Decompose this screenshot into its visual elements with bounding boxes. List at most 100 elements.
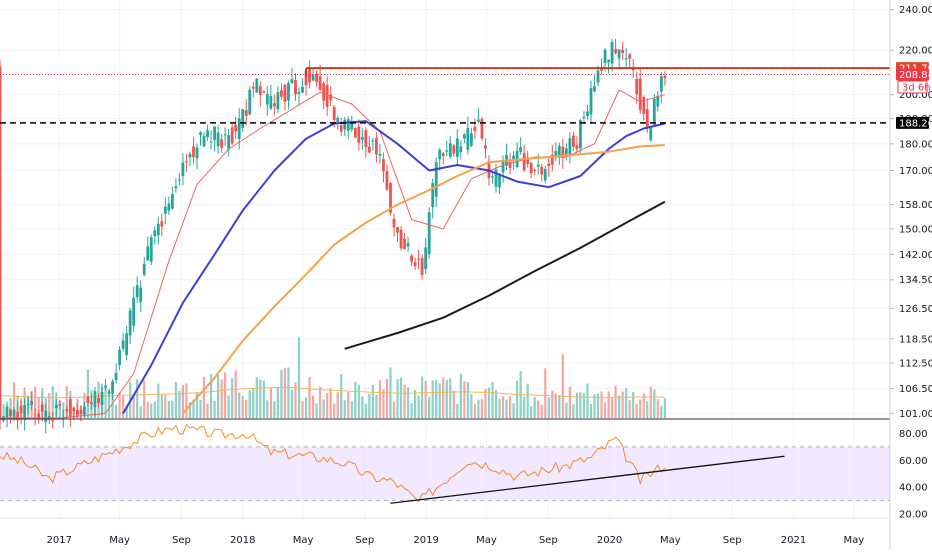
volume-bar	[192, 399, 195, 418]
volume-bar	[435, 380, 438, 418]
time-tick-label: 2017	[47, 535, 72, 546]
volume-bar	[329, 388, 332, 418]
candle-body	[441, 153, 445, 157]
rsi-tick-label: 20.00	[899, 509, 928, 520]
price-tick-label: 170.00	[899, 166, 932, 177]
volume-bar	[551, 390, 554, 418]
candle-body	[350, 120, 354, 130]
volume-bar	[505, 399, 508, 418]
candle-body	[526, 157, 530, 165]
candle-body	[536, 164, 540, 167]
rsi-trendline	[390, 455, 785, 504]
volume-bar	[568, 386, 571, 418]
candle-body	[498, 175, 501, 188]
volume-bar	[508, 396, 512, 418]
candle-body	[610, 42, 614, 64]
volume-bar	[195, 393, 199, 418]
volume-bar	[417, 395, 420, 418]
candle-body	[375, 138, 378, 155]
candle-body	[139, 287, 143, 303]
candle-body	[54, 404, 58, 409]
price-label-text: 208.84	[899, 70, 932, 81]
candle-body	[26, 404, 30, 406]
time-tick-label: Sep	[539, 535, 558, 546]
candle-body	[638, 78, 642, 110]
candle-body	[83, 406, 86, 416]
volume-bar	[136, 379, 139, 418]
candle-body	[396, 227, 399, 233]
candle-body	[459, 146, 463, 152]
volume-average-line	[0, 386, 665, 399]
volume-bar	[209, 374, 213, 418]
volume-bar	[526, 383, 529, 418]
volume-bar	[276, 388, 280, 418]
volume-bar	[621, 391, 624, 418]
candle-body	[280, 90, 283, 97]
candle-body	[452, 145, 456, 154]
time-tick-label: May	[843, 535, 864, 546]
candle-body	[79, 409, 83, 414]
candle-body	[434, 162, 438, 197]
volume-bar	[107, 389, 111, 418]
volume-bar	[241, 395, 244, 418]
rsi-band	[0, 446, 890, 501]
volume-bar	[452, 390, 455, 418]
volume-bar	[273, 401, 276, 418]
volume-bar	[104, 384, 107, 418]
volume-bar	[304, 397, 308, 418]
volume-bar	[283, 368, 287, 418]
candle-body	[114, 372, 118, 381]
volume-bar	[523, 396, 526, 418]
volume-bar	[2, 404, 5, 418]
volume-bar	[628, 400, 631, 418]
volume-bar	[456, 403, 459, 418]
candle-body	[213, 126, 216, 141]
price-tick-label: 158.00	[899, 200, 932, 211]
candle-body	[237, 118, 241, 139]
volume-bar	[319, 386, 322, 418]
volume-bar	[224, 372, 227, 418]
volume-bar	[431, 380, 434, 418]
volume-bar	[484, 388, 487, 418]
candle-body	[561, 146, 565, 159]
volume-bar	[375, 394, 378, 418]
candle-body	[501, 160, 505, 173]
candle-body	[589, 88, 593, 115]
candle-body	[0, 66, 2, 420]
volume-bar	[217, 374, 220, 418]
candle-body	[543, 168, 547, 181]
candle-body	[579, 120, 582, 149]
candle-body	[417, 258, 421, 260]
volume-bar	[596, 393, 600, 418]
price-tick-label: 180.00	[899, 139, 932, 150]
candle-body	[206, 130, 209, 138]
volume-bar	[171, 400, 174, 418]
candle-body	[90, 402, 93, 405]
countdown-label-box	[897, 80, 928, 94]
candle-body	[424, 247, 428, 270]
time-tick-label: May	[109, 535, 130, 546]
volume-bar	[343, 400, 346, 418]
candle-body	[325, 85, 329, 107]
candle-body	[160, 221, 164, 227]
volume-bar	[589, 404, 593, 418]
candle-body	[392, 218, 396, 228]
candle-body	[156, 223, 160, 236]
volume-bar	[593, 394, 596, 418]
candle-body	[586, 111, 589, 116]
price-tick-label: 240.00	[899, 5, 932, 16]
rsi-line	[0, 423, 666, 503]
candle-body	[473, 126, 477, 132]
candle-body	[614, 49, 618, 54]
candle-body	[353, 127, 357, 138]
candle-body	[125, 333, 129, 355]
volume-bar	[132, 394, 135, 418]
candle-body	[269, 96, 273, 109]
volume-bar	[188, 402, 192, 418]
volume-bar	[336, 392, 339, 418]
volume-bar	[424, 381, 427, 418]
volume-bar	[459, 373, 462, 418]
candle-body	[448, 143, 452, 157]
candle-body	[322, 83, 326, 101]
volume-bar	[287, 367, 290, 418]
